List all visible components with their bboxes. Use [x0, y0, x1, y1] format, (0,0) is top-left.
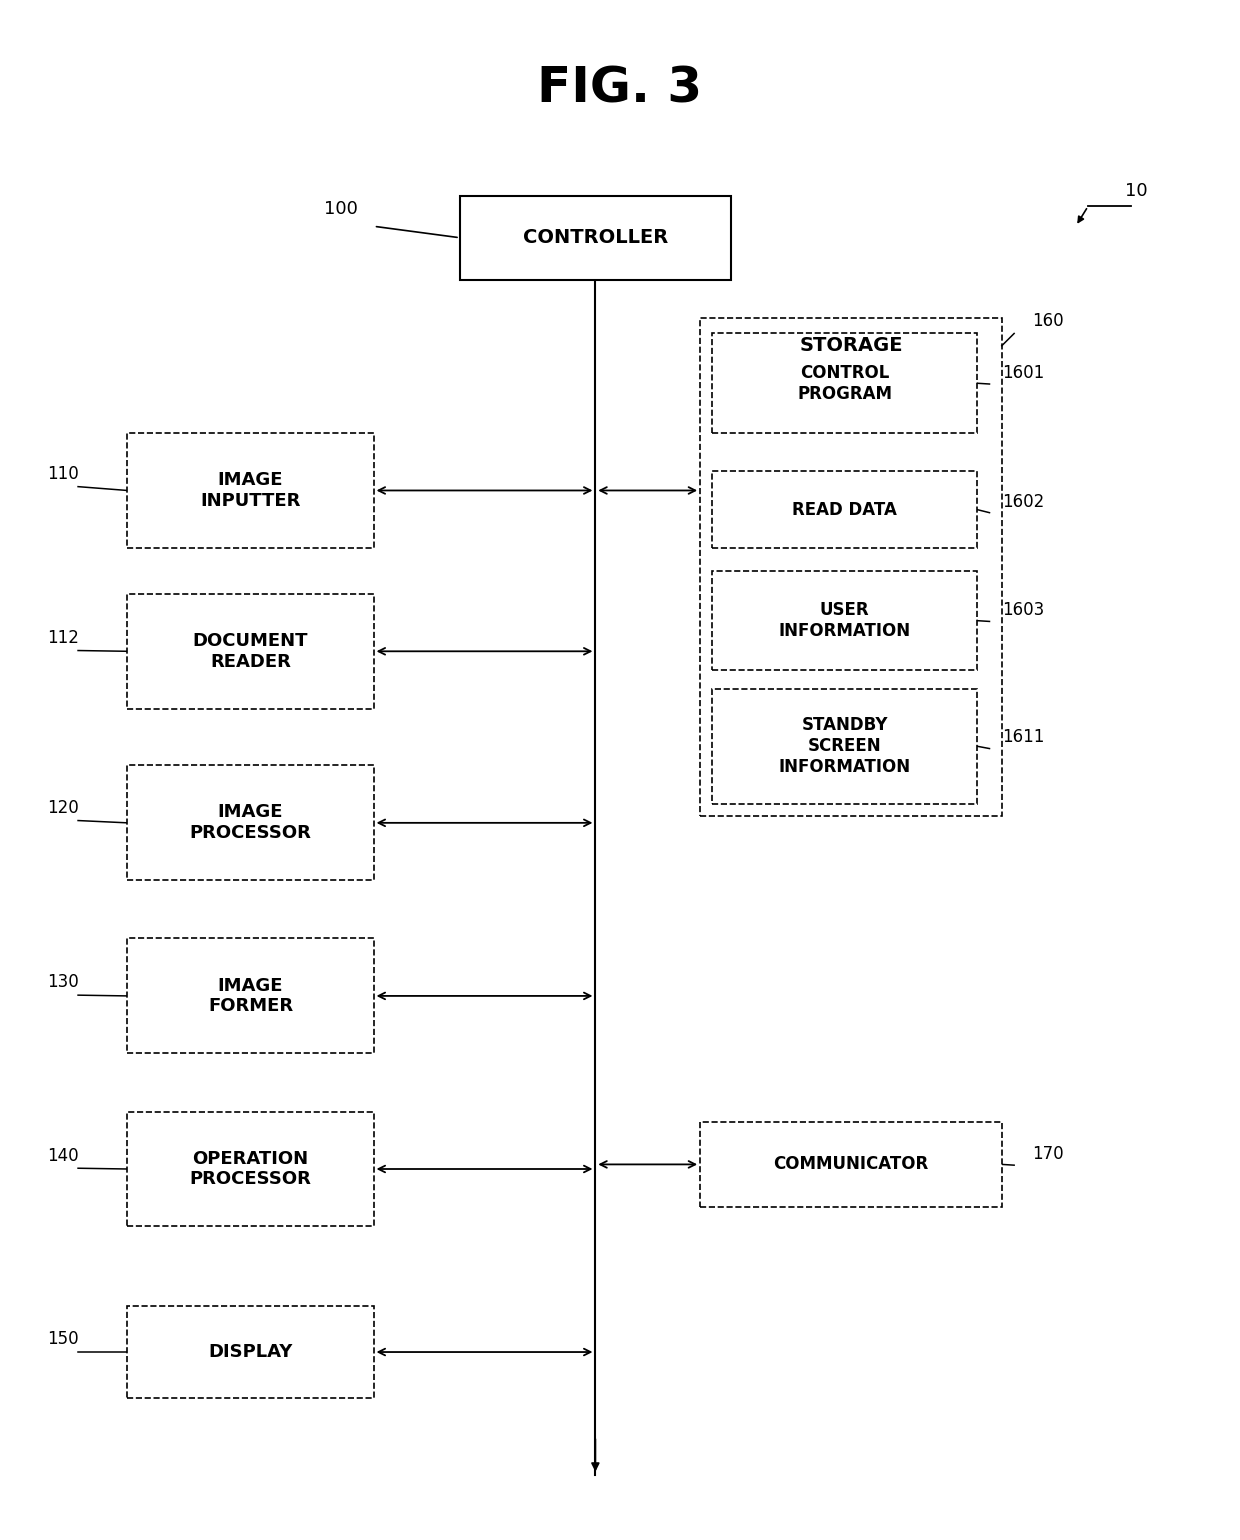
- Text: 130: 130: [47, 973, 79, 992]
- Text: 170: 170: [1033, 1146, 1064, 1163]
- Text: 160: 160: [1033, 311, 1064, 330]
- FancyBboxPatch shape: [128, 1306, 373, 1398]
- Text: IMAGE
PROCESSOR: IMAGE PROCESSOR: [190, 804, 311, 842]
- Text: COMMUNICATOR: COMMUNICATOR: [774, 1155, 929, 1173]
- Text: CONTROL
PROGRAM: CONTROL PROGRAM: [797, 363, 893, 402]
- Text: IMAGE
FORMER: IMAGE FORMER: [208, 976, 293, 1015]
- Text: 112: 112: [47, 628, 79, 647]
- Text: CONTROLLER: CONTROLLER: [523, 228, 668, 248]
- FancyBboxPatch shape: [128, 1112, 373, 1226]
- Text: 1603: 1603: [1002, 601, 1044, 619]
- FancyBboxPatch shape: [701, 1123, 1002, 1206]
- Text: DISPLAY: DISPLAY: [208, 1343, 293, 1361]
- Text: 100: 100: [325, 200, 358, 219]
- Text: DOCUMENT
READER: DOCUMENT READER: [192, 631, 309, 671]
- Text: READ DATA: READ DATA: [792, 500, 898, 519]
- Text: 120: 120: [47, 799, 79, 816]
- Text: 150: 150: [47, 1331, 79, 1349]
- FancyBboxPatch shape: [712, 571, 977, 670]
- FancyBboxPatch shape: [712, 471, 977, 548]
- FancyBboxPatch shape: [712, 334, 977, 433]
- FancyBboxPatch shape: [460, 196, 730, 280]
- Text: 1601: 1601: [1002, 363, 1044, 382]
- FancyBboxPatch shape: [128, 433, 373, 548]
- FancyBboxPatch shape: [128, 765, 373, 881]
- FancyBboxPatch shape: [128, 938, 373, 1053]
- FancyBboxPatch shape: [701, 319, 1002, 816]
- Text: IMAGE
INPUTTER: IMAGE INPUTTER: [201, 471, 300, 510]
- Text: 1611: 1611: [1002, 728, 1044, 747]
- Text: 1602: 1602: [1002, 493, 1044, 511]
- Text: OPERATION
PROCESSOR: OPERATION PROCESSOR: [190, 1149, 311, 1189]
- Text: STANDBY
SCREEN
INFORMATION: STANDBY SCREEN INFORMATION: [779, 716, 911, 776]
- Text: FIG. 3: FIG. 3: [537, 65, 703, 112]
- Text: 10: 10: [1125, 182, 1147, 200]
- Text: USER
INFORMATION: USER INFORMATION: [779, 601, 911, 641]
- Text: STORAGE: STORAGE: [800, 336, 903, 356]
- FancyBboxPatch shape: [712, 688, 977, 804]
- FancyBboxPatch shape: [128, 594, 373, 708]
- Text: 110: 110: [47, 465, 79, 484]
- Text: 140: 140: [47, 1147, 79, 1164]
